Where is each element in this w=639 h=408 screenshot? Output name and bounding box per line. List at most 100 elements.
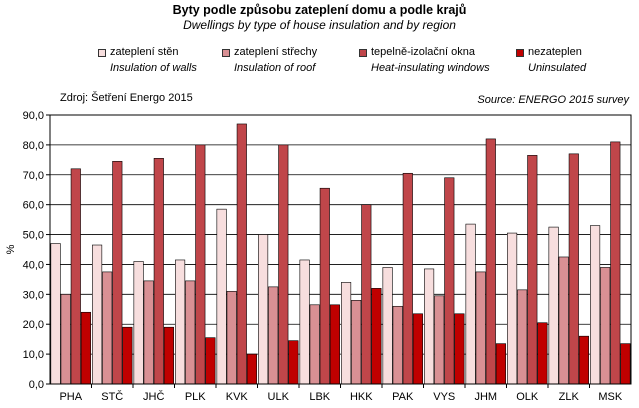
x-tick-label: KVK	[226, 391, 249, 403]
bar-PAK-1	[382, 267, 393, 385]
bar-PAK-2	[392, 305, 403, 385]
x-tick-label: PLK	[185, 391, 206, 403]
bar-PLK-2	[185, 280, 196, 385]
x-tick-label: ZLK	[559, 391, 580, 403]
bar-ULK-2	[268, 286, 279, 385]
x-tick-label: HKK	[350, 391, 373, 403]
bar-PHA-2	[60, 294, 71, 385]
y-tick-label: 20,0	[23, 319, 44, 331]
legend-label-roof: zateplení střechy	[234, 46, 318, 58]
y-tick-label: 40,0	[23, 259, 44, 271]
x-tick-label: STČ	[101, 390, 123, 403]
bar-STČ-4	[122, 326, 133, 385]
y-axis-label: %	[5, 244, 17, 254]
bar-JHM-3	[485, 138, 496, 385]
bar-LBK-3	[319, 187, 330, 385]
bar-VYS-3	[444, 177, 455, 385]
axes	[46, 114, 632, 388]
bar-PHA-3	[70, 168, 81, 385]
bar-JHM-2	[475, 271, 486, 385]
bar-JHČ-3	[153, 158, 164, 385]
bar-HKK-3	[361, 204, 372, 385]
bar-JHM-1	[465, 223, 476, 385]
bar-HKK-2	[351, 300, 362, 385]
bar-PAK-4	[412, 313, 423, 385]
bar-OLK-4	[537, 322, 548, 385]
x-tick-label: JHČ	[143, 390, 164, 403]
bar-OLK-1	[507, 232, 518, 385]
bar-PLK-3	[195, 144, 206, 385]
chart-title: Byty podle způsobu zateplení domu a podl…	[172, 3, 467, 17]
bar-PHA-1	[50, 243, 61, 385]
legend-label-uninsulated: nezateplen	[528, 46, 582, 58]
x-tick-label: VYS	[433, 391, 455, 403]
y-tick-label: 80,0	[23, 140, 44, 152]
bar-LBK-1	[299, 259, 310, 385]
x-tick-label: JHM	[474, 391, 497, 403]
bar-LBK-2	[309, 304, 320, 385]
bar-KVK-1	[216, 208, 227, 385]
bar-MSK-2	[600, 267, 611, 385]
bar-MSK-3	[610, 141, 621, 385]
bar-LBK-4	[329, 304, 340, 385]
bar-JHČ-4	[163, 326, 174, 385]
bar-STČ-2	[102, 271, 113, 385]
legend-swatch-walls	[98, 49, 106, 57]
x-tick-label: ULK	[268, 391, 290, 403]
bar-PHA-4	[80, 311, 91, 385]
legend-swatch-windows	[359, 49, 367, 57]
source-note-en: Source: ENERGO 2015 survey	[477, 94, 629, 106]
legend-swatch-uninsulated	[516, 49, 524, 57]
x-tick-label: PHA	[59, 391, 82, 403]
bar-HKK-4	[371, 288, 382, 385]
bar-ZLK-3	[568, 153, 579, 385]
bar-OLK-3	[527, 155, 538, 385]
axis-labels: 0,0 10,0 20,0 30,0 40,0 50,0 60,0 70,0 80,0 90,0%…	[5, 110, 623, 403]
bar-JHČ-2	[143, 280, 154, 385]
bar-KVK-4	[246, 353, 257, 385]
bar-ULK-4	[288, 340, 299, 385]
legend-label-windows: tepelně-izolační okna	[371, 46, 475, 58]
legend-label-roof-en: Insulation of roof	[234, 62, 316, 74]
bar-VYS-2	[434, 295, 445, 385]
bar-ULK-3	[278, 144, 289, 385]
bar-ZLK-4	[578, 335, 589, 385]
bar-VYS-4	[454, 313, 465, 385]
source-note-cz: Zdroj: Šetření Energo 2015	[60, 92, 193, 104]
bar-MSK-4	[620, 343, 631, 385]
legend-label-windows-en: Heat-insulating windows	[371, 62, 490, 74]
bars	[50, 123, 631, 385]
y-tick-label: 30,0	[23, 289, 44, 301]
y-tick-label: 60,0	[23, 200, 44, 212]
bar-MSK-1	[590, 225, 601, 385]
bar-JHM-4	[495, 343, 506, 385]
bar-ZLK-2	[558, 256, 569, 385]
x-tick-label: LBK	[309, 391, 330, 403]
bar-JHČ-1	[133, 261, 144, 385]
y-tick-label: 10,0	[23, 349, 44, 361]
x-tick-label: PAK	[392, 391, 414, 403]
bar-OLK-2	[517, 289, 528, 385]
chart-subtitle: Dwellings by type of house insulation an…	[183, 18, 456, 32]
bar-HKK-1	[341, 282, 352, 385]
bar-STČ-1	[92, 244, 103, 385]
y-tick-label: 90,0	[23, 110, 44, 122]
bar-KVK-3	[236, 123, 247, 385]
bar-PAK-3	[402, 172, 413, 385]
x-tick-label: OLK	[516, 391, 539, 403]
legend-swatch-roof	[222, 49, 230, 57]
bar-ULK-1	[258, 234, 269, 385]
x-tick-label: MSK	[598, 391, 623, 403]
legend-label-walls: zateplení stěn	[110, 46, 179, 58]
bar-STČ-3	[112, 161, 123, 385]
bar-VYS-1	[424, 268, 435, 385]
y-tick-label: 70,0	[23, 170, 44, 182]
legend-label-walls-en: Insulation of walls	[110, 62, 197, 74]
y-tick-label: 0,0	[29, 379, 44, 391]
bar-KVK-2	[226, 291, 237, 385]
bar-ZLK-1	[548, 226, 559, 385]
bar-PLK-1	[175, 259, 186, 385]
y-tick-label: 50,0	[23, 230, 44, 242]
bar-PLK-4	[205, 337, 216, 385]
